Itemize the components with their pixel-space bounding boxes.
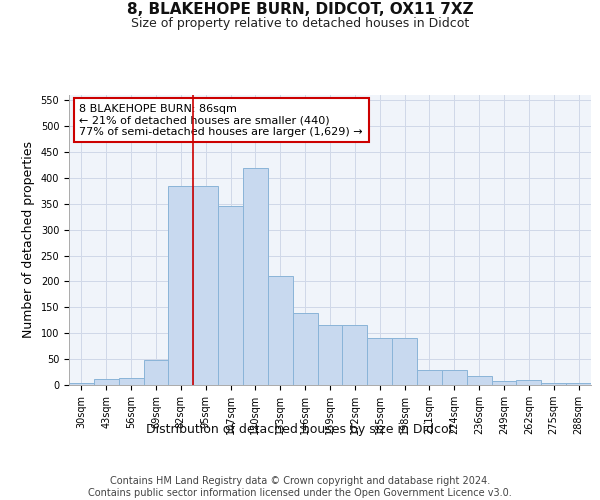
Bar: [541, 384, 566, 385]
Bar: [317, 326, 343, 385]
Bar: [491, 382, 517, 385]
Text: Contains HM Land Registry data © Crown copyright and database right 2024.
Contai: Contains HM Land Registry data © Crown c…: [88, 476, 512, 498]
Text: Size of property relative to detached houses in Didcot: Size of property relative to detached ho…: [131, 18, 469, 30]
Bar: [169, 186, 193, 385]
Bar: [119, 378, 143, 385]
Bar: [94, 380, 119, 385]
Text: Distribution of detached houses by size in Didcot: Distribution of detached houses by size …: [146, 422, 454, 436]
Bar: [243, 168, 268, 385]
Bar: [193, 186, 218, 385]
Y-axis label: Number of detached properties: Number of detached properties: [22, 142, 35, 338]
Bar: [417, 370, 442, 385]
Bar: [367, 338, 392, 385]
Bar: [218, 206, 243, 385]
Text: 8, BLAKEHOPE BURN, DIDCOT, OX11 7XZ: 8, BLAKEHOPE BURN, DIDCOT, OX11 7XZ: [127, 2, 473, 18]
Bar: [343, 326, 367, 385]
Bar: [69, 383, 94, 385]
Bar: [517, 380, 541, 385]
Bar: [143, 360, 169, 385]
Bar: [566, 384, 591, 385]
Bar: [467, 376, 491, 385]
Bar: [268, 276, 293, 385]
Bar: [293, 312, 317, 385]
Bar: [392, 338, 417, 385]
Bar: [442, 370, 467, 385]
Text: 8 BLAKEHOPE BURN: 86sqm
← 21% of detached houses are smaller (440)
77% of semi-d: 8 BLAKEHOPE BURN: 86sqm ← 21% of detache…: [79, 104, 363, 137]
